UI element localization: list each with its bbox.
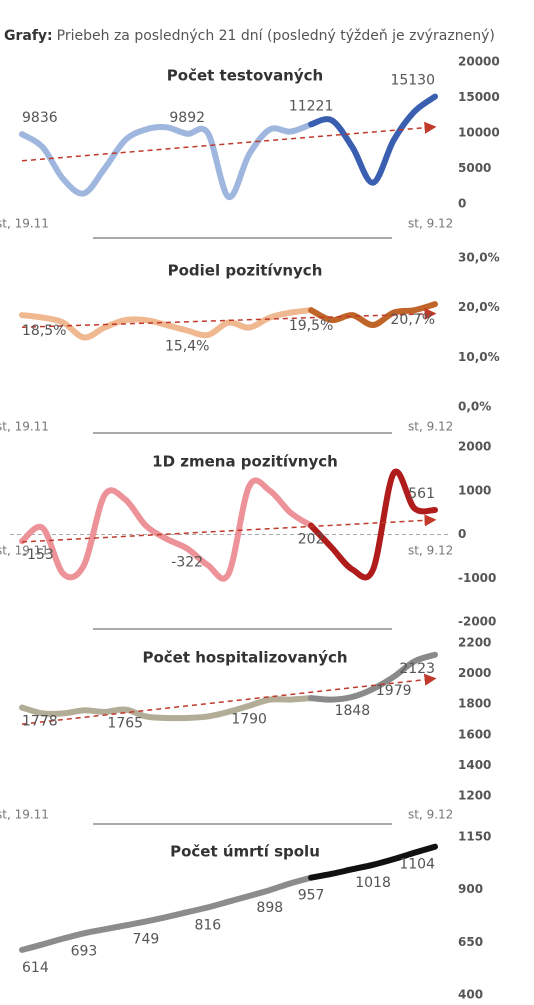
y-tick-label: 900 (458, 882, 483, 896)
y-tick-label: 15000 (458, 90, 500, 104)
y-tick-label: 1400 (458, 758, 491, 772)
data-label: 20,7% (391, 312, 435, 328)
data-label: 693 (71, 943, 98, 959)
data-label: -153 (22, 547, 54, 563)
data-label: 614 (22, 960, 49, 976)
data-label: 15130 (390, 73, 435, 89)
chart-title: Počet hospitalizovaných (142, 649, 347, 667)
line-series (19, 477, 315, 582)
data-label: 1790 (231, 712, 267, 728)
y-tick-label: 1150 (458, 830, 491, 844)
y-tick-label: 1000 (458, 483, 491, 497)
data-label: 2123 (399, 661, 435, 677)
trend-line (21, 514, 437, 543)
y-tick-label: 30,0% (458, 251, 500, 265)
x-tick-label: st, 19.11 (0, 217, 49, 231)
y-tick-label: 0 (458, 197, 466, 211)
data-label: 1104 (399, 857, 435, 873)
data-label: 11221 (289, 98, 334, 114)
data-label: 957 (298, 888, 325, 904)
data-label: 1848 (335, 703, 371, 719)
chart-title: Podiel pozitívnych (168, 262, 323, 280)
data-label: 1018 (355, 875, 391, 891)
line-series (19, 121, 315, 200)
y-tick-label: 0,0% (458, 400, 491, 414)
y-tick-label: 2200 (458, 636, 491, 650)
y-tick-label: 10,0% (458, 350, 500, 364)
data-label: 1778 (22, 714, 58, 730)
trend-line (21, 673, 437, 725)
y-tick-label: 20,0% (458, 300, 500, 314)
trend-line (21, 121, 437, 162)
data-label: 749 (133, 931, 160, 947)
line-series-highlight (308, 843, 438, 881)
y-tick-label: 2000 (458, 440, 491, 454)
data-label: 202 (298, 532, 325, 548)
x-tick-label: st, 19.11 (0, 544, 49, 558)
data-label: 561 (408, 486, 435, 502)
data-label: 9892 (169, 110, 205, 126)
y-tick-label: -2000 (458, 615, 496, 629)
x-tick-label: st, 9.12 (408, 544, 453, 558)
x-tick-label: st, 9.12 (408, 217, 453, 231)
chart-title: 1D zmena pozitívnych (152, 453, 338, 471)
y-tick-label: 5000 (458, 161, 491, 175)
data-label: 19,5% (289, 318, 333, 334)
y-tick-label: 2000 (458, 666, 491, 680)
x-tick-label: st, 9.12 (408, 420, 453, 434)
x-tick-label: st, 19.11 (0, 420, 49, 434)
line-series (19, 307, 315, 341)
header-label: Grafy: (4, 28, 53, 44)
line-series-highlight (308, 93, 438, 186)
y-tick-label: -1000 (458, 571, 496, 585)
line-series-highlight (308, 468, 438, 581)
y-tick-label: 1200 (458, 789, 491, 803)
data-label: 18,5% (22, 323, 66, 339)
x-tick-label: st, 9.12 (408, 808, 453, 822)
y-tick-label: 20000 (458, 55, 500, 69)
line-series-highlight (308, 651, 438, 703)
y-tick-label: 0 (458, 527, 466, 541)
y-tick-label: 1600 (458, 727, 491, 741)
x-tick-label: st, 19.11 (0, 808, 49, 822)
data-label: 1765 (107, 716, 143, 732)
y-tick-label: 650 (458, 935, 483, 949)
line-series (19, 695, 315, 722)
y-tick-label: 400 (458, 988, 483, 1002)
data-label: 9836 (22, 110, 58, 126)
data-label: -322 (171, 555, 203, 571)
y-tick-label: 1800 (458, 697, 491, 711)
trend-line (21, 307, 437, 329)
header-text: Priebeh za posledných 21 dní (posledný t… (57, 28, 495, 44)
data-label: 1979 (376, 683, 412, 699)
data-label: 898 (256, 900, 283, 916)
data-label: 15,4% (165, 339, 209, 355)
data-label: 816 (194, 917, 221, 933)
chart-title: Počet úmrtí spolu (170, 843, 320, 861)
line-series-highlight (308, 301, 438, 329)
header: Grafy: Priebeh za posledných 21 dní (posl… (4, 28, 495, 44)
line-series (19, 874, 315, 953)
y-tick-label: 10000 (458, 126, 500, 140)
chart-title: Počet testovaných (167, 67, 323, 85)
